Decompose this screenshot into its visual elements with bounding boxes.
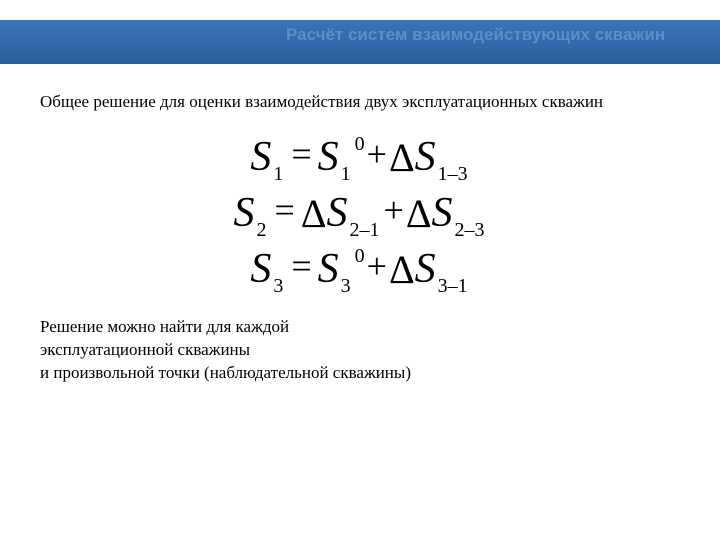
- eq2-plus: +: [384, 192, 404, 228]
- eq3-rhs1-sub: 3: [341, 276, 351, 296]
- closing-text-line1: Решение можно найти для каждой: [40, 317, 289, 336]
- closing-text: Решение можно найти для каждой эксплуата…: [40, 316, 680, 385]
- eq1-rhs2-delta: Δ: [389, 138, 415, 178]
- eq2-rhs2-S: S: [432, 192, 453, 234]
- eq2-rhs1-S: S: [327, 192, 348, 234]
- eq2-rhs2-sub: 2–3: [455, 220, 485, 240]
- eq1-rhs1-S: S: [318, 136, 339, 178]
- eq2-rhs1-sub: 2–1: [350, 220, 380, 240]
- eq1-rhs1-sub: 1: [341, 164, 351, 184]
- eq3-rhs2-sub: 3–1: [438, 276, 468, 296]
- eq3-lhs-sub: 3: [273, 276, 283, 296]
- eq2-lhs-sub: 2: [256, 220, 266, 240]
- eq1-lhs-sub: 1: [273, 164, 283, 184]
- eq3-rhs2-S: S: [415, 248, 436, 290]
- eq3-rhs1-sup: 0: [355, 246, 365, 266]
- eq2-equals: =: [274, 192, 294, 228]
- eq1-plus: +: [367, 136, 387, 172]
- equation-1: S 1 = S 1 0 + Δ S 1–3: [250, 136, 469, 178]
- eq3-rhs1-S: S: [318, 248, 339, 290]
- eq1-equals: =: [291, 136, 311, 172]
- equation-3: S 3 = S 3 0 + Δ S 3–1: [250, 248, 469, 290]
- eq3-lhs-S: S: [250, 248, 271, 290]
- eq3-rhs2-delta: Δ: [389, 250, 415, 290]
- header-banner: Расчёт систем взаимодействующих скважин: [0, 20, 720, 64]
- closing-text-line3: и произвольной точки (наблюдательной скв…: [40, 363, 411, 382]
- equation-2: S 2 = Δ S 2–1 + Δ S 2–3: [233, 192, 486, 234]
- intro-text: Общее решение для оценки взаимодействия …: [40, 92, 680, 112]
- eq2-rhs1-delta: Δ: [301, 194, 327, 234]
- closing-text-line2: эксплуатационной скважины: [40, 340, 250, 359]
- equation-block: S 1 = S 1 0 + Δ S 1–3 S 2 = Δ S 2–1 + Δ …: [0, 136, 720, 290]
- eq3-plus: +: [367, 248, 387, 284]
- eq2-lhs-S: S: [233, 192, 254, 234]
- banner-title: Расчёт систем взаимодействующих скважин: [286, 24, 706, 45]
- eq2-rhs2-delta: Δ: [406, 194, 432, 234]
- eq3-equals: =: [291, 248, 311, 284]
- eq1-rhs1-sup: 0: [355, 134, 365, 154]
- eq1-rhs2-sub: 1–3: [438, 164, 468, 184]
- eq1-rhs2-S: S: [415, 136, 436, 178]
- eq1-lhs-S: S: [250, 136, 271, 178]
